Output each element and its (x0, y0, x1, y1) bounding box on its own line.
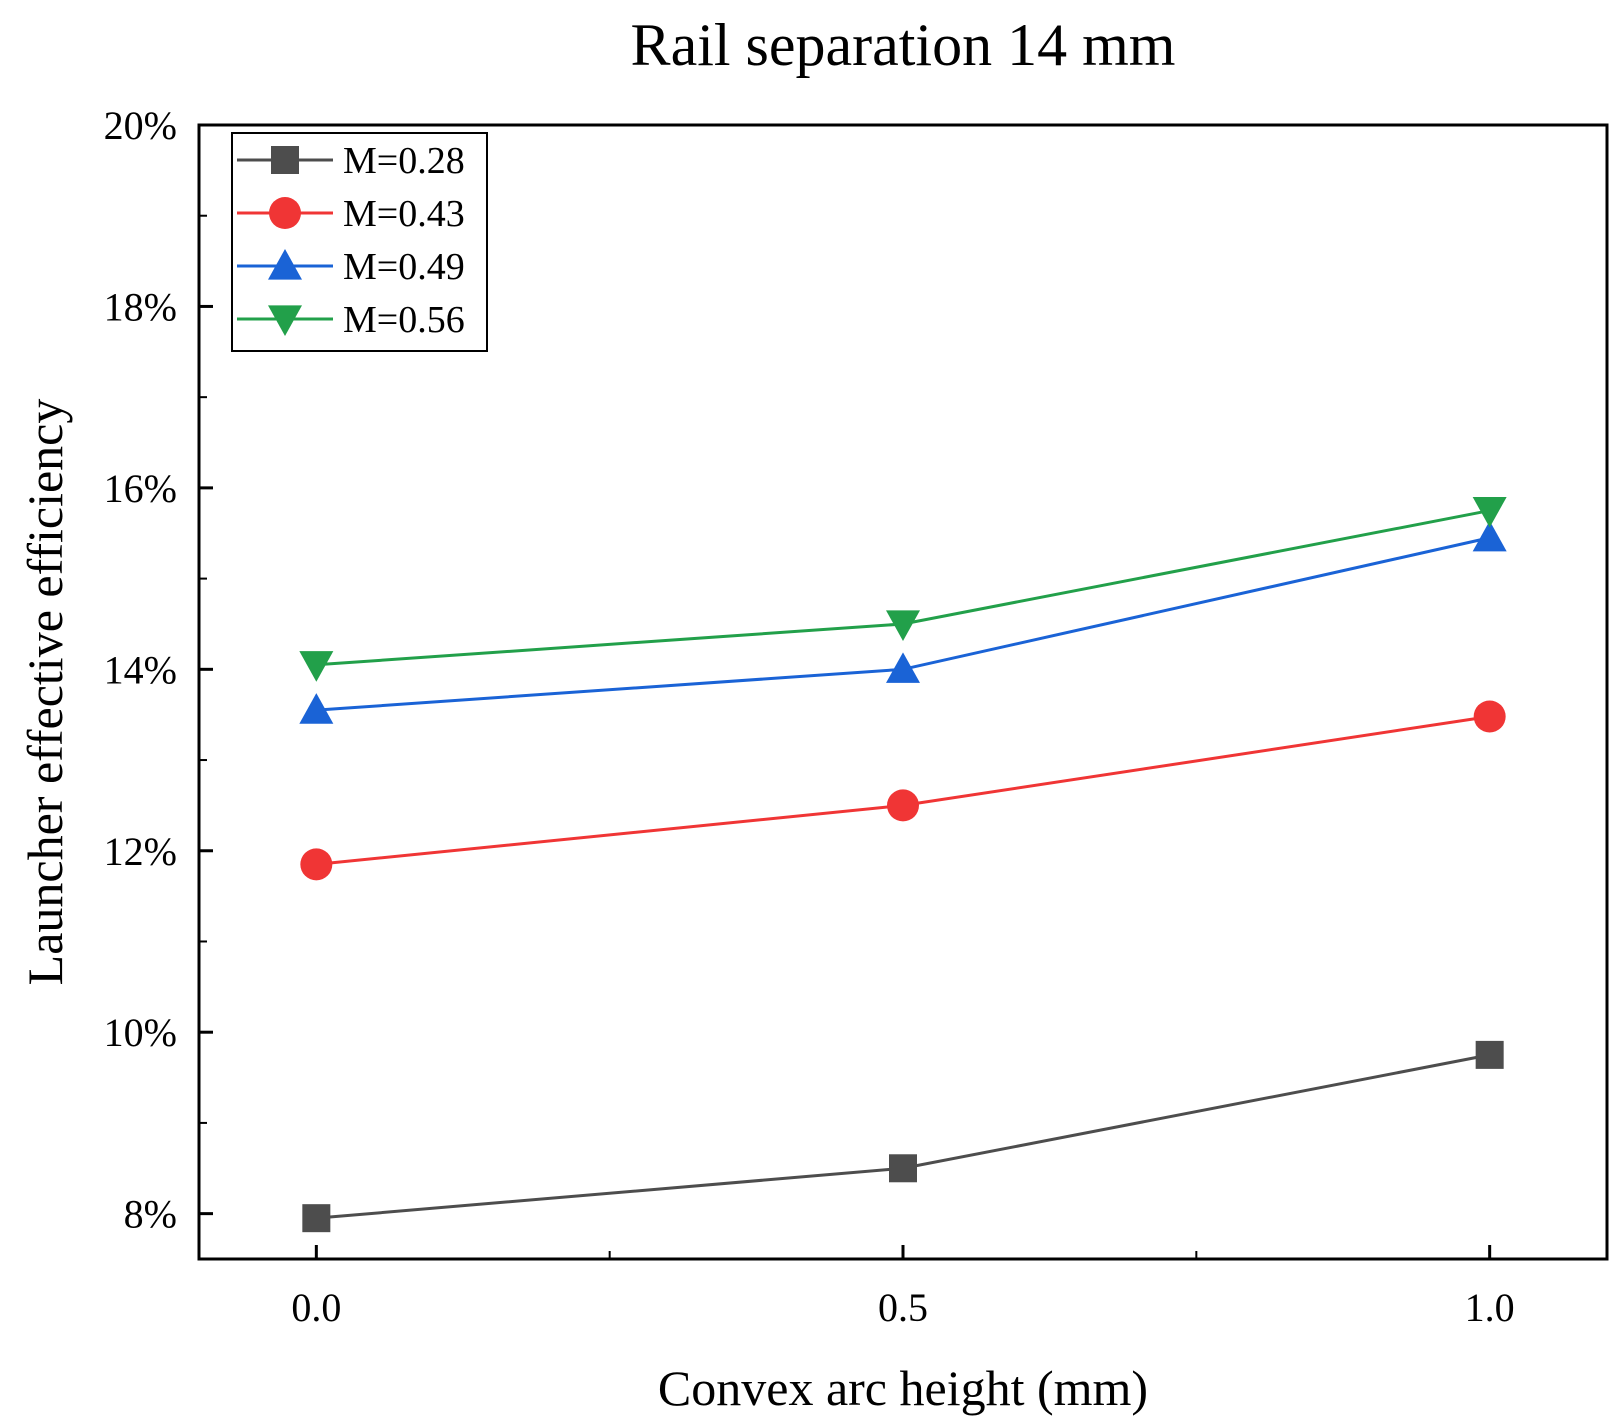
data-point (300, 848, 333, 881)
series-line (316, 1053, 1490, 1220)
x-tick-label: 1.0 (1465, 1285, 1515, 1330)
data-point (886, 610, 920, 641)
data-point (1472, 496, 1507, 528)
y-axis-label: Launcher effective efficiency (17, 399, 73, 986)
x-tick-label: 0.5 (878, 1285, 928, 1330)
series-m-0-49 (299, 520, 1507, 724)
legend-item: M=0.28 (237, 140, 465, 182)
legend-item: M=0.56 (237, 299, 465, 341)
legend: M=0.28 M=0.43 M=0.49 M=0.56 (231, 132, 488, 352)
data-point (302, 1204, 331, 1233)
data-point (299, 651, 334, 682)
y-tick-label: 14% (104, 647, 177, 692)
series-m-0-28 (302, 1040, 1504, 1233)
legend-marker (268, 305, 302, 336)
data-point (889, 1154, 917, 1183)
legend-item: M=0.49 (237, 246, 465, 288)
legend-label: M=0.49 (343, 246, 465, 288)
legend-marker (269, 197, 301, 229)
legend-item: M=0.43 (237, 193, 465, 235)
legend-marker (271, 146, 299, 174)
data-point (299, 693, 334, 724)
legend-label: M=0.28 (343, 140, 465, 182)
data-point (887, 789, 919, 822)
y-tick-label: 10% (104, 1010, 177, 1055)
legend-marker (268, 249, 302, 280)
y-tick-label: 12% (104, 829, 177, 874)
series-m-0-43 (300, 700, 1506, 881)
chart-title: Rail separation 14 mm (631, 12, 1176, 78)
y-tick-label: 18% (104, 284, 177, 329)
series-line (316, 509, 1490, 667)
data-point (1473, 700, 1506, 733)
legend-label: M=0.43 (343, 193, 465, 235)
series-layer (299, 496, 1507, 1233)
legend-label: M=0.56 (343, 299, 465, 341)
axis-ticks: 8% 10% 12% 14% 16% 18% 20% 0.0 0.5 1.0 (104, 103, 1515, 1330)
x-tick-label: 0.0 (291, 1285, 341, 1330)
y-tick-label: 8% (124, 1192, 177, 1237)
data-point (886, 652, 920, 683)
y-tick-label: 16% (104, 466, 177, 511)
data-point (1475, 1040, 1504, 1069)
data-point (1472, 520, 1507, 552)
x-axis-label: Convex arc height (mm) (658, 1360, 1148, 1416)
series-m-0-56 (299, 496, 1507, 682)
y-tick-label: 20% (104, 103, 177, 148)
